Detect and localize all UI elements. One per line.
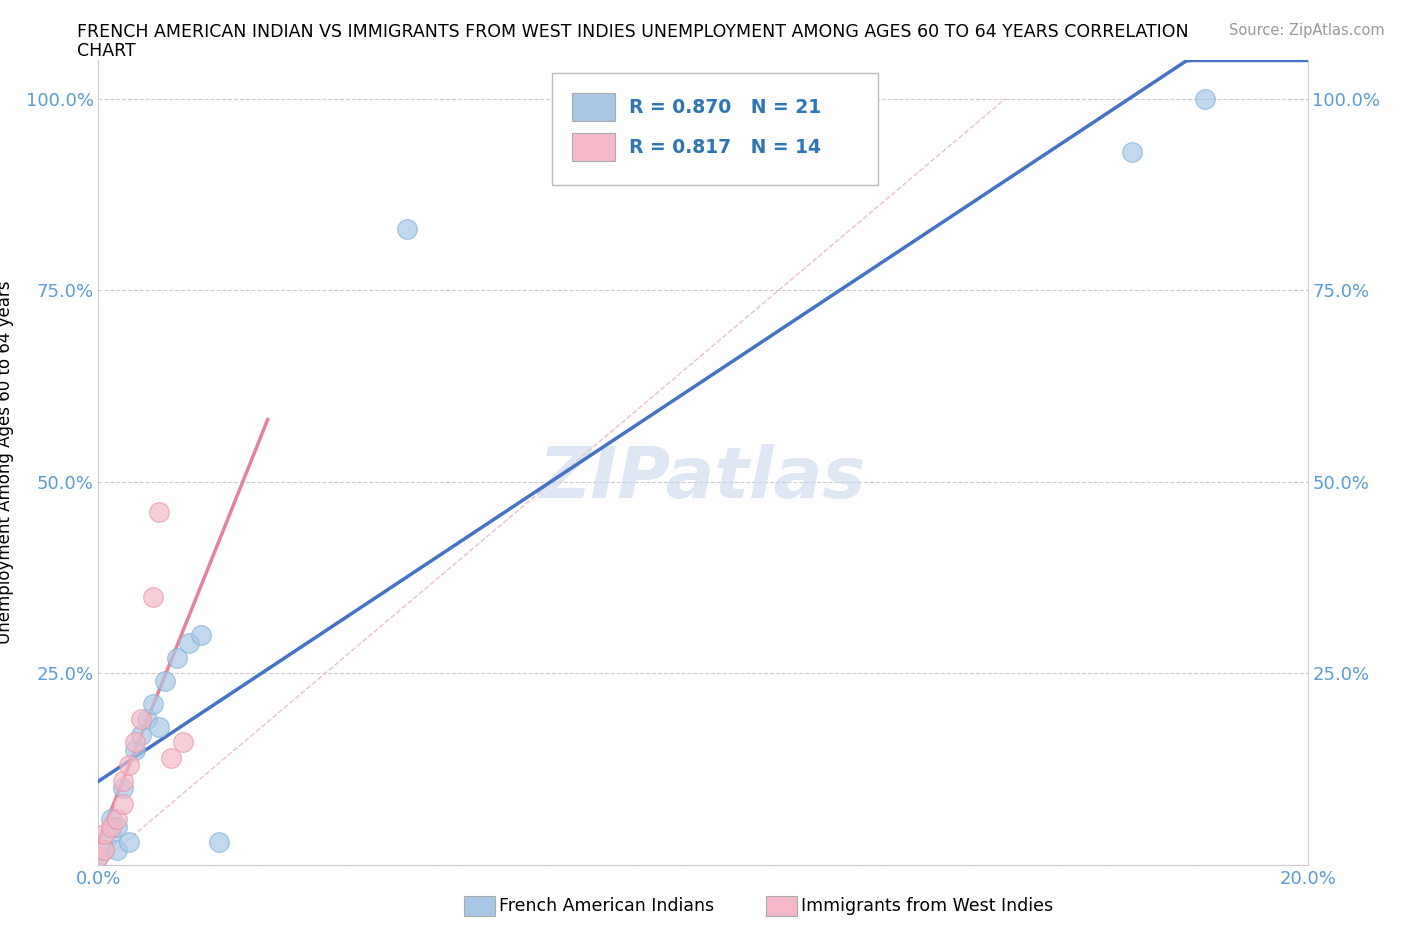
Point [208,834,231,849]
Point [172,735,194,750]
Text: Source: ZipAtlas.com: Source: ZipAtlas.com [1229,23,1385,38]
Bar [572,133,614,161]
Point [105,843,128,857]
Text: R = 0.870   N = 21: R = 0.870 N = 21 [630,98,821,116]
Point [118,834,141,849]
Point [129,727,152,742]
Point [100,827,122,842]
Point [148,720,170,735]
Point [179,635,201,650]
Bar [572,93,614,121]
Point [105,812,128,827]
Point [105,819,128,834]
Point [153,673,176,688]
Point [87,850,110,865]
Point [124,735,146,750]
Text: French American Indians: French American Indians [499,897,714,915]
Point [160,751,183,765]
Point [1121,145,1143,160]
Point [93,843,115,857]
Text: Immigrants from West Indies: Immigrants from West Indies [801,897,1053,915]
Point [111,796,134,811]
Point [129,711,152,726]
Point [111,773,134,788]
Text: R = 0.817   N = 14: R = 0.817 N = 14 [630,138,821,157]
Y-axis label: Unemployment Among Ages 60 to 64 years: Unemployment Among Ages 60 to 64 years [0,281,14,644]
Text: ZIPatlas: ZIPatlas [540,445,866,513]
Point [124,742,146,757]
Point [142,590,165,604]
Point [142,697,165,711]
Text: CHART: CHART [77,42,136,60]
Point [135,711,157,726]
Point [100,819,122,834]
Point [190,628,212,643]
Point [118,758,141,773]
Point [87,850,110,865]
Point [93,827,115,842]
Point [1194,91,1216,106]
Point [111,781,134,796]
Point [166,651,188,666]
Point [395,221,418,236]
FancyBboxPatch shape [551,73,879,185]
Point [93,843,115,857]
Point [100,812,122,827]
Text: FRENCH AMERICAN INDIAN VS IMMIGRANTS FROM WEST INDIES UNEMPLOYMENT AMONG AGES 60: FRENCH AMERICAN INDIAN VS IMMIGRANTS FRO… [77,23,1189,41]
Point [148,505,170,520]
